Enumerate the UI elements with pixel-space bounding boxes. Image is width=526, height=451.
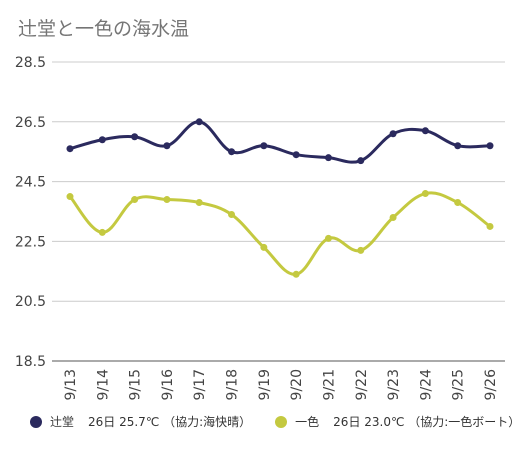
data-point[interactable] (66, 145, 74, 153)
y-tick-label: 26.5 (15, 115, 46, 131)
data-point[interactable] (421, 127, 429, 135)
x-tick-label: 9/19 (257, 369, 273, 400)
x-tick-label: 9/24 (418, 369, 434, 401)
y-tick-label: 20.5 (15, 294, 46, 310)
y-tick-label: 28.5 (15, 55, 46, 71)
data-point[interactable] (66, 193, 74, 201)
y-tick-label: 24.5 (15, 175, 46, 191)
x-tick-label: 9/18 (225, 369, 241, 400)
legend-label-tsujido: 辻堂 (50, 415, 75, 429)
x-tick-label: 9/23 (386, 369, 402, 400)
data-point[interactable] (98, 228, 106, 236)
data-point[interactable] (260, 243, 268, 251)
data-point[interactable] (260, 142, 268, 150)
data-point[interactable] (98, 136, 106, 144)
data-point[interactable] (324, 154, 332, 162)
legend-swatch-isshiki (275, 415, 288, 428)
legend-item-tsujido[interactable]: 辻堂 26日 25.7℃ （協力:海快晴） (30, 413, 251, 430)
chart-title: 辻堂と一色の海水温 (18, 18, 190, 40)
data-point[interactable] (324, 234, 332, 242)
legend-detail-isshiki: 26日 23.0℃ （協力:一色ボート） (333, 415, 521, 429)
legend-label-isshiki: 一色 (295, 415, 320, 429)
data-point[interactable] (131, 196, 139, 204)
x-tick-label: 9/14 (95, 369, 111, 401)
data-point[interactable] (292, 151, 300, 159)
series-line-1 (68, 191, 491, 276)
y-tick-label: 22.5 (15, 234, 46, 250)
legend: 辻堂 26日 25.7℃ （協力:海快晴） 一色 26日 23.0℃ （協力:一… (30, 413, 526, 430)
y-tick-label: 18.5 (15, 354, 46, 370)
data-point[interactable] (228, 210, 236, 218)
data-point[interactable] (389, 213, 397, 221)
legend-detail-tsujido: 26日 25.7℃ （協力:海快晴） (88, 415, 252, 429)
data-point[interactable] (486, 142, 494, 150)
x-tick-label: 9/25 (451, 369, 467, 400)
data-point[interactable] (292, 270, 300, 278)
data-point[interactable] (421, 190, 429, 198)
data-point[interactable] (163, 142, 171, 150)
x-tick-label: 9/26 (483, 369, 499, 401)
x-tick-label: 9/17 (192, 369, 208, 400)
x-tick-label: 9/21 (321, 369, 337, 400)
data-point[interactable] (195, 118, 203, 126)
x-tick-label: 9/13 (63, 369, 79, 400)
data-point[interactable] (195, 199, 203, 207)
data-point[interactable] (357, 157, 365, 165)
data-point[interactable] (454, 199, 462, 207)
data-point[interactable] (486, 222, 494, 230)
data-point[interactable] (357, 246, 365, 254)
data-point[interactable] (163, 196, 171, 204)
x-tick-label: 9/15 (128, 369, 144, 400)
data-point[interactable] (389, 130, 397, 138)
data-point[interactable] (228, 148, 236, 156)
x-tick-label: 9/20 (289, 369, 305, 400)
legend-item-isshiki[interactable]: 一色 26日 23.0℃ （協力:一色ボート） (275, 413, 520, 430)
data-point[interactable] (454, 142, 462, 150)
x-tick-label: 9/22 (354, 369, 370, 400)
x-tick-label: 9/16 (160, 369, 176, 401)
legend-swatch-tsujido (30, 415, 42, 428)
data-point[interactable] (131, 133, 139, 141)
